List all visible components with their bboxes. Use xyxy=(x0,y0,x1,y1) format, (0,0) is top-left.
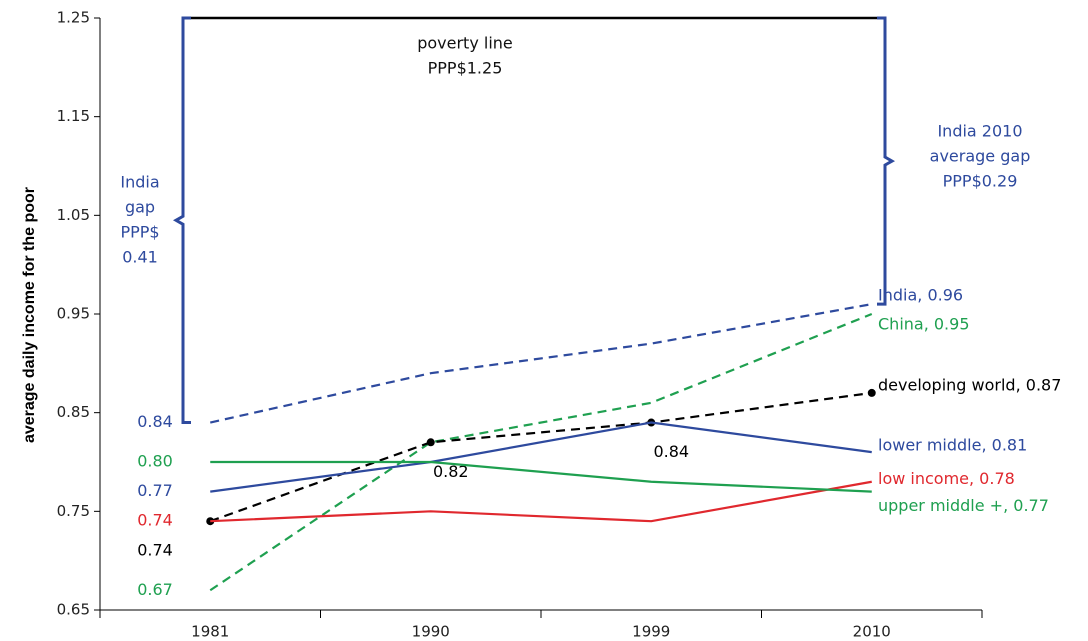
y-tick-label: 0.75 xyxy=(57,502,90,520)
value-label: 0.82 xyxy=(433,462,469,481)
value-label: 0.77 xyxy=(137,481,173,500)
annotation: PPP$0.29 xyxy=(943,172,1018,191)
annotation: gap xyxy=(125,198,155,217)
y-tick-label: 0.85 xyxy=(57,403,90,421)
series-line xyxy=(209,312,873,592)
value-label: 0.74 xyxy=(137,511,173,530)
y-tick-label: 1.25 xyxy=(57,9,90,27)
series-line xyxy=(210,480,872,523)
annotation: India xyxy=(120,173,159,192)
value-label: 0.80 xyxy=(137,452,173,471)
series-label: lower middle, 0.81 xyxy=(878,436,1027,455)
annotation: India 2010 xyxy=(937,122,1022,141)
poverty-line-label: poverty line xyxy=(417,34,513,53)
y-axis-label: average daily income for the poor xyxy=(21,187,38,443)
x-tick-label: 2010 xyxy=(853,623,891,641)
value-label: 0.84 xyxy=(137,412,173,431)
x-tick-label: 1990 xyxy=(412,623,450,641)
y-tick-label: 0.65 xyxy=(57,601,90,619)
y-tick-label: 1.05 xyxy=(57,206,90,224)
series-line xyxy=(210,421,872,493)
series-label: China, 0.95 xyxy=(878,315,970,334)
series-label: developing world, 0.87 xyxy=(878,375,1061,394)
annotation: PPP$ xyxy=(120,223,159,242)
series-line xyxy=(209,391,872,523)
annotation: average gap xyxy=(930,147,1031,166)
gap-bracket xyxy=(172,16,191,425)
value-label: 0.84 xyxy=(653,442,689,461)
marker xyxy=(426,438,435,447)
series-label: India, 0.96 xyxy=(878,286,963,305)
poverty-line-label: PPP$1.25 xyxy=(428,59,503,78)
x-tick-label: 1981 xyxy=(191,623,229,641)
series-label: upper middle +, 0.77 xyxy=(878,496,1049,515)
series-label: low income, 0.78 xyxy=(878,469,1015,488)
series-line xyxy=(210,460,872,493)
gap-bracket xyxy=(877,16,896,306)
value-label: 0.74 xyxy=(137,541,173,560)
y-tick-label: 1.15 xyxy=(57,107,90,125)
series-line xyxy=(210,303,872,424)
x-tick-label: 1999 xyxy=(632,623,670,641)
marker xyxy=(867,388,876,397)
value-label: 0.67 xyxy=(137,580,173,599)
y-tick-label: 0.95 xyxy=(57,305,90,323)
annotation: 0.41 xyxy=(122,248,158,267)
